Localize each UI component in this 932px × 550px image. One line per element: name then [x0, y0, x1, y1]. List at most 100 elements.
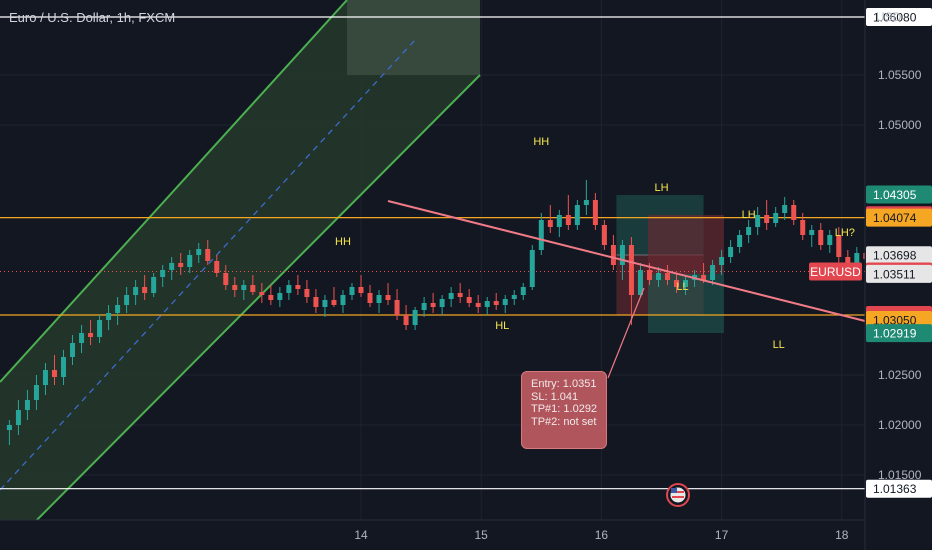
candle-body	[854, 253, 860, 270]
note-sl: SL: 1.041	[531, 390, 579, 403]
candle-body	[241, 285, 247, 290]
channel-fill	[0, 0, 480, 550]
candle-body	[232, 285, 238, 290]
swing-labels: HH HH HL LH LL LH LL LH?	[335, 136, 855, 351]
price-label-text: 1.02919	[873, 327, 917, 341]
candle-body	[313, 297, 319, 307]
note-tp2: TP#2: not set	[531, 415, 597, 428]
note-tp1: TP#1: 1.0292	[531, 403, 598, 415]
candle-body	[628, 245, 634, 295]
candle-body	[160, 270, 166, 277]
candle-body	[178, 263, 184, 267]
price-label-box	[866, 264, 932, 283]
candle-body	[818, 230, 824, 245]
trendline[interactable]	[387, 200, 866, 379]
candle-body	[367, 293, 373, 303]
stop-loss-zone	[648, 215, 724, 274]
us-flag-icon[interactable]	[666, 483, 690, 507]
x-tick-label: 18	[835, 528, 849, 542]
price-label-box	[866, 208, 932, 227]
candle-body	[701, 275, 707, 280]
price-label-text: 1.06080	[873, 11, 917, 25]
candle-body	[475, 303, 481, 307]
price-label-text: 1.04305	[873, 188, 917, 202]
candle-body	[655, 273, 661, 280]
x-tick-label: 14	[354, 528, 368, 542]
candle-body	[719, 257, 725, 265]
candle-body	[683, 280, 689, 287]
candle-body	[764, 215, 770, 223]
candle-body	[674, 280, 680, 287]
price-label-text: 1.03050	[873, 314, 917, 328]
y-tick-label: 1.01500	[878, 468, 922, 482]
candle-body	[592, 200, 598, 225]
swing-label: LL	[773, 339, 785, 351]
candle-body	[268, 295, 274, 300]
horizontal-lines[interactable]	[0, 16, 865, 490]
swing-label: HH	[533, 136, 549, 148]
candle-body	[827, 235, 833, 245]
candle-body	[583, 200, 589, 205]
y-tick-label: 1.05500	[878, 68, 922, 82]
candle-body	[277, 293, 283, 300]
note-pointer-line	[607, 287, 645, 379]
candle-body	[493, 301, 499, 305]
candle-body	[412, 310, 418, 325]
candle-body	[646, 270, 652, 280]
candle-body	[737, 235, 743, 247]
x-axis[interactable]: 14151617182122	[354, 528, 932, 542]
candle-body	[124, 295, 130, 305]
candle-body	[610, 245, 616, 265]
candles	[6, 180, 932, 445]
swing-label: LH	[742, 209, 756, 221]
candle-body	[358, 287, 364, 293]
candle-body	[619, 245, 625, 265]
price-label-box	[866, 324, 932, 343]
candle-body	[574, 205, 580, 225]
trade-note[interactable]: Entry: 1.0351 SL: 1.041 TP#1: 1.0292 TP#…	[521, 371, 607, 449]
candle-body	[556, 215, 562, 227]
x-tick-label: 16	[595, 528, 609, 542]
candle-body	[133, 287, 139, 295]
price-labels: 1.060801.043051.040971.040741.036981.035…	[809, 8, 932, 498]
currency-label: USD	[876, 10, 902, 24]
candle-body	[836, 235, 842, 257]
price-label-box	[866, 246, 932, 265]
candle-body	[637, 270, 643, 295]
candle-body	[448, 293, 454, 299]
candle-body	[529, 250, 535, 287]
y-axis[interactable]: 1.05500 1.05000 1.02500 1.02000 1.01500	[878, 68, 922, 482]
candle-body	[484, 301, 490, 307]
candle-body	[24, 400, 30, 410]
candle-body	[746, 227, 752, 235]
channel-top-fill	[347, 0, 480, 75]
y-tick-label: 1.02000	[878, 418, 922, 432]
note-entry: Entry: 1.0351	[531, 378, 597, 390]
candle-body	[88, 333, 94, 337]
candle-body	[809, 230, 815, 235]
candle-body	[565, 215, 571, 225]
channel-drawing[interactable]	[0, 0, 481, 550]
candle-body	[70, 343, 76, 357]
candle-body	[340, 295, 346, 305]
y-tick-label: 1.02500	[878, 368, 922, 382]
candle-body	[187, 255, 193, 267]
swing-label: LL	[676, 281, 688, 293]
candle-body	[214, 261, 220, 273]
candle-body	[322, 300, 328, 307]
x-tick-label: 17	[715, 528, 729, 542]
y-tick-label: 1.05000	[878, 118, 922, 132]
candle-body	[6, 425, 12, 430]
candle-body	[430, 303, 436, 307]
candle-body	[773, 213, 779, 223]
candle-body	[457, 293, 463, 297]
candle-body	[151, 277, 157, 293]
swing-label: HH	[335, 236, 351, 248]
chart-title: Euro / U.S. Dollar, 1h, FXCM	[9, 10, 176, 25]
price-label-text: 1.01363	[873, 482, 917, 496]
channel-mid-line	[0, 39, 416, 491]
candle-body	[547, 220, 553, 227]
candle-body	[286, 285, 292, 293]
candle-body	[115, 305, 121, 313]
